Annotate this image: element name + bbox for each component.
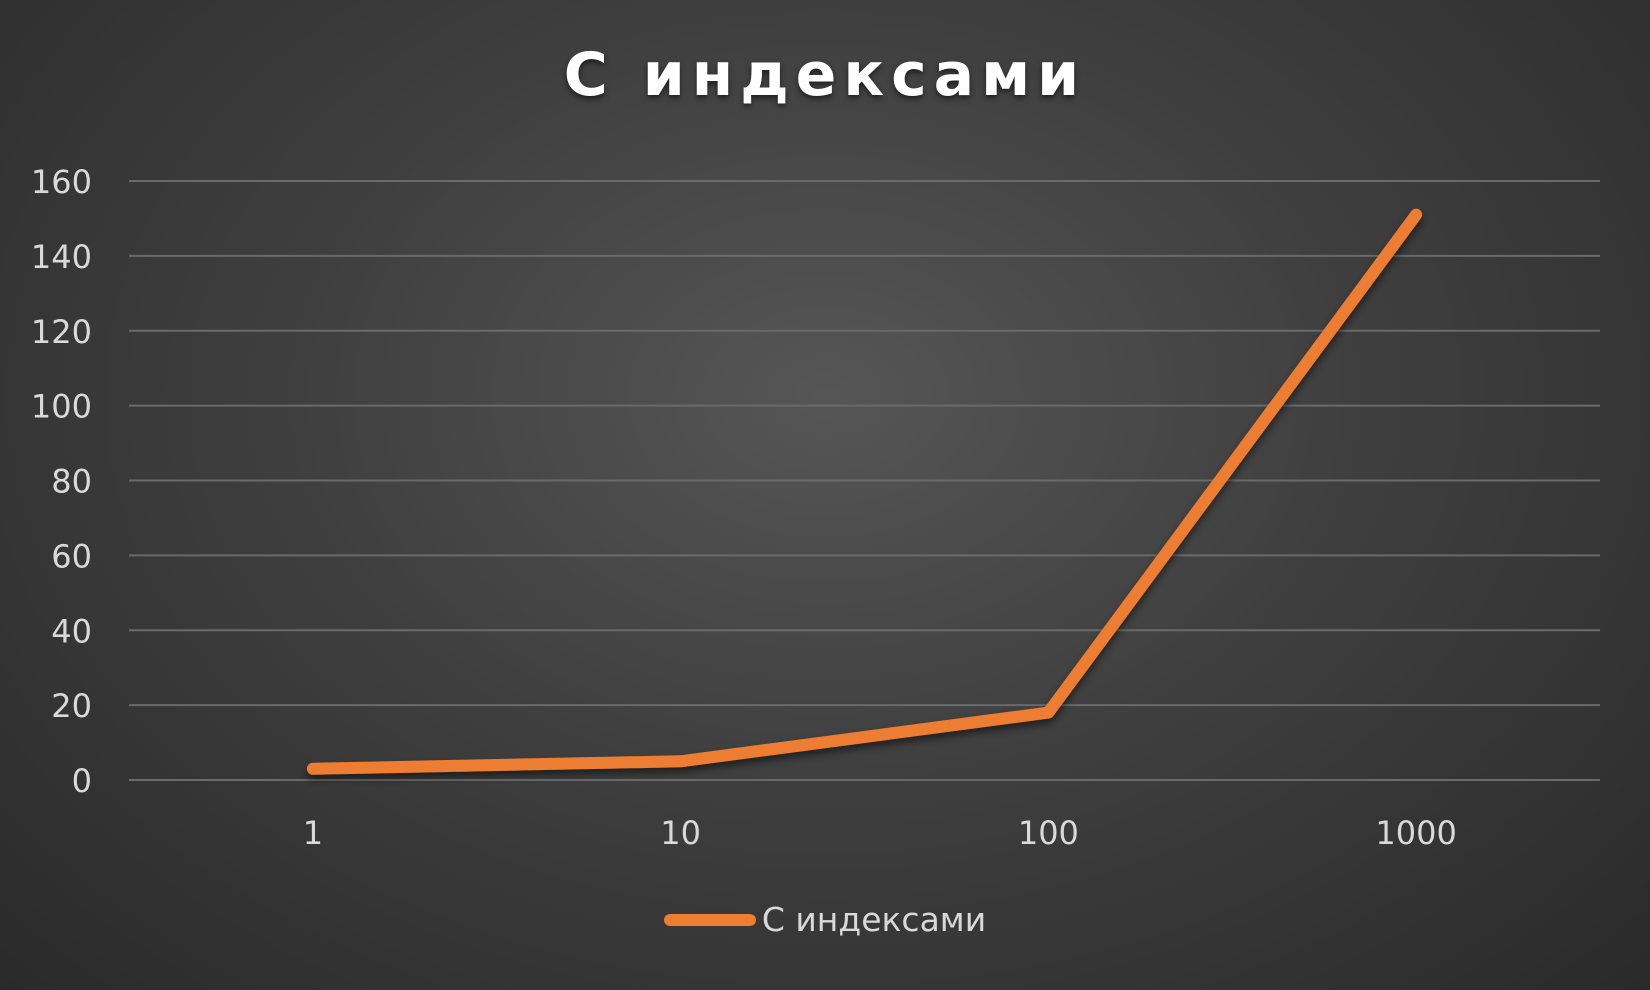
x-tick-label: 1 bbox=[303, 814, 323, 852]
y-axis-ticks: 0 20 40 60 80 100 120 140 160 bbox=[31, 163, 92, 800]
y-tick-label: 40 bbox=[51, 612, 92, 650]
y-tick-label: 0 bbox=[72, 762, 92, 800]
legend-swatch bbox=[663, 913, 756, 926]
x-tick-label: 1000 bbox=[1375, 814, 1456, 852]
chart-title: С индексами bbox=[563, 40, 1087, 110]
y-tick-label: 120 bbox=[31, 313, 92, 351]
series-layer bbox=[306, 208, 1423, 775]
y-tick-label: 140 bbox=[31, 238, 92, 276]
x-axis-ticks: 1 10 100 1000 bbox=[303, 814, 1457, 852]
x-tick-label: 100 bbox=[1018, 814, 1079, 852]
gridlines bbox=[129, 180, 1600, 781]
legend: С индексами bbox=[0, 900, 1650, 939]
x-tick-label: 10 bbox=[660, 814, 701, 852]
legend-label: С индексами bbox=[761, 900, 987, 939]
y-tick-label: 20 bbox=[51, 687, 92, 725]
y-tick-label: 160 bbox=[31, 163, 92, 201]
y-tick-label: 80 bbox=[51, 463, 92, 501]
series-line bbox=[306, 208, 1423, 775]
y-tick-label: 100 bbox=[31, 388, 92, 426]
y-tick-label: 60 bbox=[51, 537, 92, 575]
